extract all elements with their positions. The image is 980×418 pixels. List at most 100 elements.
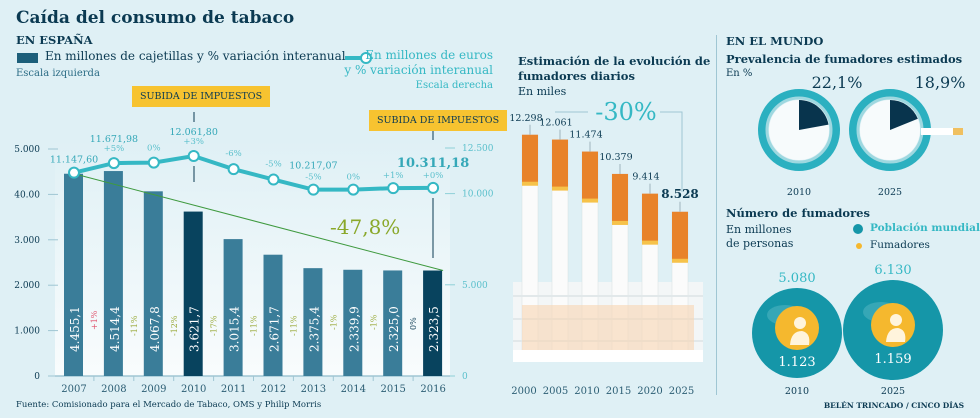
line-value-label: 11.147,60 bbox=[50, 155, 98, 166]
prevalence-subtitle: En % bbox=[726, 68, 753, 79]
line-change: +1% bbox=[383, 171, 404, 181]
line-value-label: 11.671,98 bbox=[90, 134, 138, 145]
cigarette-band bbox=[672, 258, 688, 263]
right-tick-label: 5.000 bbox=[462, 281, 488, 291]
bracket-right bbox=[660, 111, 683, 192]
line-change: +5% bbox=[104, 144, 125, 154]
line-point bbox=[147, 156, 160, 169]
bar-2007 bbox=[64, 173, 83, 376]
line-change: +3% bbox=[183, 137, 204, 147]
tax-tag-2010: SUBIDA DE IMPUESTOS bbox=[132, 86, 271, 107]
pie-slice-2025 bbox=[890, 100, 918, 130]
pack-front bbox=[513, 350, 703, 362]
line-change: 0% bbox=[347, 173, 361, 183]
value-label: 11.474 bbox=[569, 130, 602, 141]
pack-inner bbox=[522, 305, 694, 350]
pie-label: 22,1% bbox=[812, 73, 863, 92]
year-label: 2007 bbox=[61, 384, 86, 395]
number-subtitle: En millones de personas bbox=[726, 223, 793, 251]
cigarette-filter bbox=[612, 173, 628, 224]
section-spain: EN ESPAÑA bbox=[16, 33, 93, 47]
right-tick-label: 0 bbox=[462, 372, 468, 382]
left-tick-label: 0 bbox=[34, 372, 40, 382]
left-tick-label: 2.000 bbox=[14, 281, 40, 291]
bar-label: 2.323,5 bbox=[427, 306, 441, 352]
bar-change: -11% bbox=[130, 315, 139, 336]
smoker-icon-head bbox=[890, 314, 902, 326]
cigarette-band bbox=[552, 186, 568, 191]
change-annotation: -30% bbox=[595, 98, 656, 126]
year-label: 2005 bbox=[543, 386, 568, 397]
left-tick-label: 40.00 bbox=[14, 190, 40, 200]
bar-change: +1% bbox=[90, 310, 99, 330]
line-change: -6% bbox=[225, 149, 241, 159]
legend-population: Población mundial bbox=[870, 222, 980, 234]
smoker-icon-head bbox=[794, 317, 806, 329]
line-point bbox=[307, 183, 320, 196]
globe-year: 2010 bbox=[785, 386, 809, 397]
legend-line-label-1: En millones de euros bbox=[365, 48, 493, 62]
cigarette-filter bbox=[642, 193, 658, 244]
value-label: 12.298 bbox=[509, 113, 542, 124]
cigarette-filter bbox=[672, 211, 688, 262]
cigarette-band bbox=[522, 181, 538, 186]
bar-label: 2.325,0 bbox=[387, 306, 401, 352]
year-label: 2011 bbox=[221, 384, 246, 395]
line-value-label: 12.061,80 bbox=[170, 127, 218, 138]
bar-2009 bbox=[143, 191, 163, 376]
line-change: 0% bbox=[147, 144, 161, 154]
left-tick-label: 1.000 bbox=[14, 327, 40, 337]
year-label: 2016 bbox=[420, 384, 445, 395]
year-label: 2009 bbox=[141, 384, 166, 395]
bar-change: 0% bbox=[409, 317, 418, 330]
year-label: 2014 bbox=[341, 384, 366, 395]
number-subtitle-2: de personas bbox=[726, 237, 794, 250]
trend-line bbox=[73, 173, 444, 271]
cigarette-filter bbox=[552, 139, 568, 190]
tax-tag-2016: SUBIDA DE IMPUESTOS bbox=[369, 110, 508, 131]
line-point bbox=[387, 182, 400, 195]
bar-2016 bbox=[423, 270, 443, 376]
pie-ring bbox=[758, 89, 840, 171]
pie-label: 18,9% bbox=[915, 73, 966, 92]
prevalence-title: Prevalencia de fumadores estimados bbox=[726, 52, 963, 66]
cigarette-filter bbox=[582, 151, 598, 202]
cigarette-filter bbox=[522, 134, 538, 185]
smokers-label: 1.123 bbox=[778, 355, 815, 370]
bar-label: 2.375,4 bbox=[307, 306, 321, 352]
year-label: 2000 bbox=[511, 386, 536, 397]
pack-stripe bbox=[513, 295, 703, 297]
bar-2014 bbox=[343, 269, 363, 376]
line-point bbox=[107, 157, 120, 170]
smoker-icon-body bbox=[886, 328, 906, 342]
bar-label: 4.455,1 bbox=[68, 306, 82, 352]
bar-change: -17% bbox=[210, 315, 219, 336]
legend-smokers-dot bbox=[856, 243, 862, 249]
bar-2008 bbox=[103, 171, 123, 376]
world-charts: 22,1% 2010 18,9% 2025 5.080 1.123 2010 6.130 1.1… bbox=[752, 73, 966, 397]
value-label: 8.528 bbox=[661, 187, 699, 201]
value-label: 9.414 bbox=[632, 172, 659, 183]
year-label: 2010 bbox=[574, 386, 599, 397]
spain-chart: 0 1.000 2.000 3.000 40.00 5.000 0 5.000 10.000 12… bbox=[14, 112, 494, 395]
bar-label: 2.339,9 bbox=[347, 306, 361, 352]
cigarette-band bbox=[582, 198, 598, 203]
left-tick-label: 5.000 bbox=[14, 145, 40, 155]
year-label: 2010 bbox=[181, 384, 206, 395]
bar-change: -1% bbox=[329, 314, 338, 330]
bar-label: 2.671,7 bbox=[268, 306, 282, 352]
smokers-label: 1.159 bbox=[874, 352, 911, 367]
pie-year: 2025 bbox=[878, 187, 902, 198]
year-label: 2025 bbox=[669, 386, 694, 397]
cigarette-band bbox=[612, 220, 628, 225]
bar-2010 bbox=[183, 211, 203, 376]
smokers-subtitle: En miles bbox=[518, 85, 567, 98]
bar-change: -11% bbox=[290, 315, 299, 336]
cigarette-icon bbox=[921, 128, 953, 135]
legend-line-label-2: y % variación interanual bbox=[344, 63, 493, 77]
year-label: 2015 bbox=[606, 386, 631, 397]
divider bbox=[716, 35, 717, 395]
smoker-icon-body bbox=[790, 331, 810, 345]
left-tick-label: 3.000 bbox=[14, 236, 40, 246]
number-subtitle-1: En millones bbox=[726, 223, 792, 236]
